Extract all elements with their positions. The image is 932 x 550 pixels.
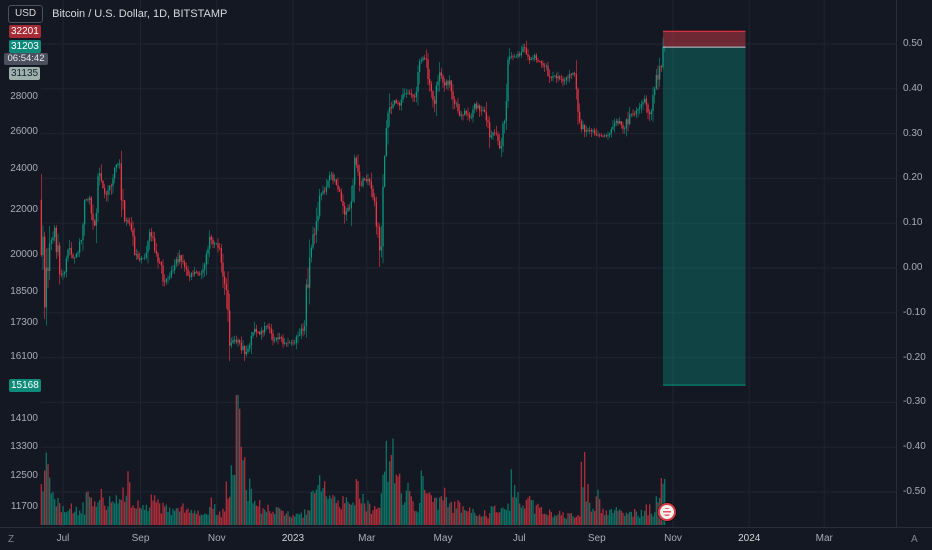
percent-tick-label: 0.10 xyxy=(903,217,923,229)
time-tick-label: Nov xyxy=(207,533,226,544)
percent-tick-label: 0.30 xyxy=(903,127,923,139)
timezone-label[interactable]: Z xyxy=(8,534,15,545)
time-tick-label: 2023 xyxy=(281,533,305,544)
time-tick-label: Jul xyxy=(512,533,526,544)
time-tick-label: Mar xyxy=(358,533,376,544)
price-tick-label: 26000 xyxy=(10,125,38,137)
price-scale-left[interactable]: 28000 26000 24000 22000 20000 18500 17300 16100… xyxy=(0,0,40,527)
take-profit-price-badge[interactable]: 15168 xyxy=(9,378,41,392)
time-tick-label: 2024 xyxy=(738,533,761,544)
event-marker-icon[interactable] xyxy=(657,503,676,521)
entry-price-badge[interactable]: 31135 xyxy=(9,67,41,81)
time-tick-label: Sep xyxy=(131,533,150,544)
percent-tick-label: -0.10 xyxy=(903,306,926,318)
percent-scale-right[interactable]: 0.50 0.40 0.30 0.20 0.10 0.00 -0.10 -0.20 -0.30 -… xyxy=(897,0,932,527)
price-tick-label: 18500 xyxy=(10,285,38,297)
time-tick-label: Mar xyxy=(815,533,833,544)
time-tick-label: Sep xyxy=(587,533,606,544)
price-tick-label: 28000 xyxy=(10,91,38,102)
time-tick-label: May xyxy=(433,533,453,544)
price-tick-label: 14100 xyxy=(10,413,38,425)
auto-scale-label[interactable]: A xyxy=(911,534,918,545)
price-tick-label: 12500 xyxy=(10,470,38,482)
percent-tick-label: -0.50 xyxy=(903,486,926,497)
price-tick-label: 16100 xyxy=(10,351,38,363)
percent-tick-label: 0.00 xyxy=(903,262,923,273)
price-tick-label: 13300 xyxy=(10,440,38,452)
price-tick-label: 20000 xyxy=(10,249,38,261)
symbol-title[interactable]: Bitcoin / U.S. Dollar, 1D, BITSTAMP xyxy=(52,8,228,20)
price-tick-label: 11700 xyxy=(10,501,38,513)
percent-tick-label: -0.20 xyxy=(903,351,926,363)
percent-tick-label: -0.40 xyxy=(903,441,926,453)
stop-loss-price-badge[interactable]: 32201 xyxy=(9,24,41,38)
short-position-profit-zone[interactable] xyxy=(663,47,746,386)
price-tick-label: 17300 xyxy=(10,317,38,329)
price-tick-label: 22000 xyxy=(10,204,38,216)
percent-tick-label: 0.50 xyxy=(903,38,923,49)
percent-tick-label: -0.30 xyxy=(903,396,926,408)
percent-tick-label: 0.20 xyxy=(903,172,923,184)
last-price-badge: 31203 xyxy=(9,39,41,53)
time-scale[interactable]: Jul Sep Nov 2023 Mar May Jul Sep Nov 2024 Mar xyxy=(0,527,932,550)
price-tick-label: 24000 xyxy=(10,163,38,175)
bar-close-countdown: 06:54:42 xyxy=(4,53,48,66)
short-position-loss-zone[interactable] xyxy=(663,31,746,48)
candles[interactable] xyxy=(40,37,666,362)
time-tick-label: Jul xyxy=(56,533,70,544)
time-tick-label: Nov xyxy=(664,533,682,544)
short-position-tool[interactable] xyxy=(663,30,746,386)
currency-toggle-button[interactable]: USD xyxy=(8,5,44,23)
event-marker-glyph xyxy=(662,508,671,516)
percent-tick-label: 0.40 xyxy=(903,82,923,94)
chart-legend: USD Bitcoin / U.S. Dollar, 1D, BITSTAMP xyxy=(8,5,227,23)
